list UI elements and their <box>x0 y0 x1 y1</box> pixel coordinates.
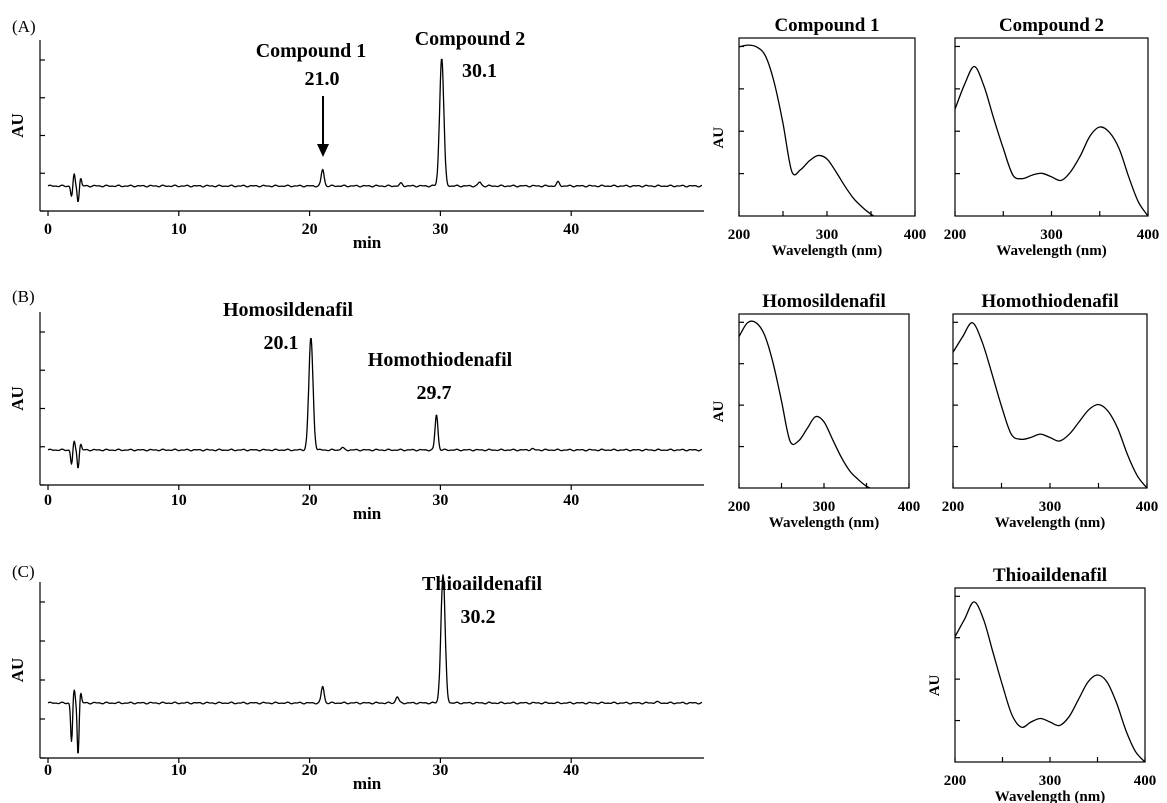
chromatogram-2: (B) 0 10 20 30 40 AU min Homosildenafil 20.1 Homot… <box>8 287 704 523</box>
x-tick-label: 20 <box>302 762 318 779</box>
panel-label: (A) <box>12 17 36 36</box>
spectrum-x-tick-label: 300 <box>816 227 839 243</box>
spectrum-x-tick-label: 400 <box>904 227 927 243</box>
panel-label: (C) <box>12 562 35 581</box>
x-axis-title: min <box>353 774 382 793</box>
spectrum-x-axis-title: Wavelength (nm) <box>996 243 1106 259</box>
spectrum-y-axis-title: AU <box>927 674 943 696</box>
peak-label: Compound 2 <box>415 28 526 50</box>
spectrum-y-axis-title: AU <box>711 127 727 149</box>
peak-label: Compound 1 <box>256 40 367 62</box>
spectrum-frame <box>738 313 910 489</box>
spectrum-trace <box>953 322 1147 488</box>
peak-arrow-head <box>317 144 329 157</box>
spectrum-x-axis-title: Wavelength (nm) <box>772 243 882 259</box>
chromatogram-3: (C) 0 10 20 30 40 AU min Thioaildenafil 30.2 <box>8 562 704 793</box>
spectrum-trace <box>955 65 1148 216</box>
spectrum-frame <box>954 587 1146 763</box>
peak-retention-time: 29.7 <box>417 382 452 404</box>
spectrum-title: Homosildenafil <box>762 291 886 312</box>
chromatogram-trace <box>47 58 703 203</box>
y-axis-title: AU <box>8 386 27 411</box>
x-tick-label: 10 <box>171 762 187 779</box>
chromatogram-panels: (A) 0 10 20 30 40 AU min Compound 1 21.0 Compound … <box>8 17 704 793</box>
x-tick-label: 0 <box>44 492 52 509</box>
spectrum-3: Homosildenafil 200 300 400 Wavelength (nm) AU <box>711 291 920 531</box>
spectrum-x-tick-label: 300 <box>1039 499 1062 515</box>
y-axis-title: AU <box>8 658 27 683</box>
spectrum-title: Compound 2 <box>999 15 1104 36</box>
spectrum-x-tick-label: 400 <box>1137 227 1160 243</box>
x-tick-label: 30 <box>432 492 448 509</box>
x-tick-label: 40 <box>563 492 579 509</box>
spectrum-x-axis-title: Wavelength (nm) <box>995 515 1105 531</box>
spectrum-4: Homothiodenafil 200 300 400 Wavelength (nm) <box>942 291 1159 531</box>
x-tick-label: 10 <box>171 221 187 238</box>
spectrum-x-tick-label: 300 <box>1040 227 1063 243</box>
x-tick-label: 0 <box>44 221 52 238</box>
spectrum-1: Compound 1 200 300 400 Wavelength (nm) AU <box>711 15 926 259</box>
spectrum-x-tick-label: 400 <box>1136 499 1159 515</box>
spectrum-x-axis-title: Wavelength (nm) <box>995 789 1105 803</box>
x-tick-label: 30 <box>432 762 448 779</box>
spectrum-x-tick-label: 400 <box>1134 773 1157 789</box>
x-tick-label: 20 <box>302 492 318 509</box>
spectrum-x-tick-label: 200 <box>942 499 965 515</box>
spectrum-5: Thioaildenafil 200 300 400 Wavelength (nm) AU <box>927 565 1156 803</box>
peak-retention-time: 30.1 <box>462 60 497 82</box>
panel-label: (B) <box>12 287 35 306</box>
chromatogram-trace <box>47 574 703 754</box>
peak-label: Homothiodenafil <box>368 349 513 371</box>
spectrum-x-tick-label: 300 <box>1039 773 1062 789</box>
spectrum-title: Thioaildenafil <box>993 565 1107 586</box>
spectrum-x-tick-label: 200 <box>944 227 967 243</box>
spectrum-title: Homothiodenafil <box>981 291 1118 312</box>
x-tick-label: 10 <box>171 492 187 509</box>
spectrum-frame <box>738 37 916 217</box>
spectrum-trace <box>739 320 872 488</box>
spectrum-x-tick-label: 200 <box>728 499 751 515</box>
chromatogram-trace <box>47 337 703 469</box>
spectrum-title: Compound 1 <box>774 15 879 36</box>
y-axis-title: AU <box>8 113 27 138</box>
x-axis-title: min <box>353 504 382 523</box>
spectrum-x-tick-label: 300 <box>813 499 836 515</box>
peak-retention-time: 21.0 <box>305 68 340 90</box>
spectrum-x-axis-title: Wavelength (nm) <box>769 515 879 531</box>
peak-label: Thioaildenafil <box>422 573 542 595</box>
x-axis-title: min <box>353 233 382 252</box>
peak-label: Homosildenafil <box>223 299 353 321</box>
spectrum-trace <box>739 44 875 216</box>
spectrum-x-tick-label: 200 <box>944 773 967 789</box>
spectrum-trace <box>955 601 1145 762</box>
peak-retention-time: 30.2 <box>461 606 496 628</box>
spectrum-frame <box>954 37 1149 217</box>
chromatogram-1: (A) 0 10 20 30 40 AU min Compound 1 21.0 Compound … <box>8 17 704 252</box>
x-tick-label: 40 <box>563 221 579 238</box>
spectrum-x-tick-label: 200 <box>728 227 751 243</box>
peak-retention-time: 20.1 <box>264 332 299 354</box>
spectrum-x-tick-label: 400 <box>898 499 921 515</box>
x-tick-label: 0 <box>44 762 52 779</box>
spectrum-y-axis-title: AU <box>711 400 727 422</box>
x-tick-label: 40 <box>563 762 579 779</box>
x-tick-label: 20 <box>302 221 318 238</box>
spectrum-2: Compound 2 200 300 400 Wavelength (nm) <box>944 15 1160 259</box>
x-tick-label: 30 <box>432 221 448 238</box>
